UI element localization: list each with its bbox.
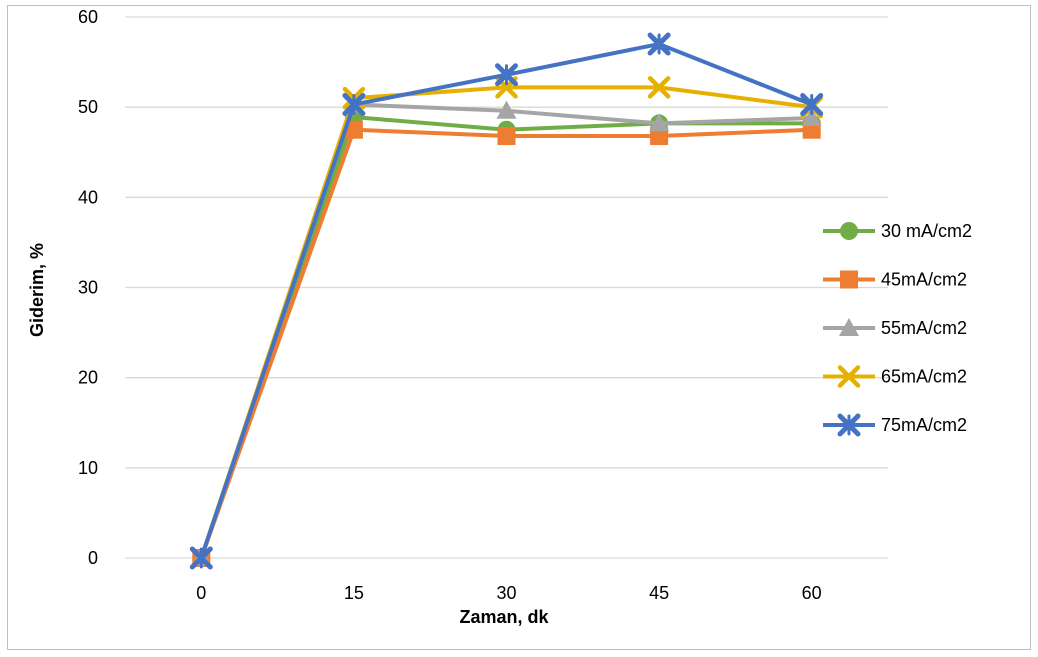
data-point — [189, 546, 213, 570]
legend-label: 55mA/cm2 — [881, 318, 967, 338]
data-point — [647, 76, 671, 99]
legend-entry: 45mA/cm2 — [823, 270, 967, 290]
series-5 — [189, 32, 824, 570]
data-point — [800, 92, 824, 116]
y-tick-label: 40 — [78, 187, 98, 207]
legend: 30 mA/cm2 45mA/cm2 55mA/cm2 65mA/cm2 75mA/cm… — [823, 221, 972, 437]
series-2 — [192, 120, 821, 567]
legend-label: 45mA/cm2 — [881, 270, 967, 290]
data-point — [839, 318, 859, 336]
legend-label: 65mA/cm2 — [881, 367, 967, 387]
y-tick-label: 60 — [78, 7, 98, 27]
data-point — [840, 270, 858, 289]
data-point — [342, 92, 366, 116]
series-3 — [191, 94, 822, 566]
y-tick-label: 10 — [78, 458, 98, 478]
series-line — [199, 127, 812, 559]
axes: 0 10 20 30 40 50 60 0 15 30 45 60 — [78, 7, 888, 603]
legend-entry: 30 mA/cm2 — [823, 221, 972, 241]
data-point — [497, 127, 516, 146]
data-point — [840, 222, 858, 240]
y-tick-label: 0 — [88, 548, 98, 568]
data-point — [837, 413, 861, 437]
series-line — [199, 85, 812, 559]
y-tick-label: 20 — [78, 368, 98, 388]
y-axis-title: Giderim, % — [27, 243, 47, 337]
x-tick-label: 30 — [496, 583, 516, 603]
data-point — [801, 107, 822, 126]
data-point — [647, 32, 671, 56]
legend-entry: 75mA/cm2 — [823, 413, 967, 437]
data-point — [496, 100, 517, 119]
y-tick-label: 50 — [78, 97, 98, 117]
data-point — [837, 365, 861, 388]
series-line — [199, 115, 812, 559]
y-tick-label: 30 — [78, 278, 98, 298]
legend-label: 75mA/cm2 — [881, 415, 967, 435]
data-point — [495, 63, 518, 87]
legend-entry: 65mA/cm2 — [823, 365, 967, 388]
x-tick-label: 45 — [649, 583, 669, 603]
series-1 — [192, 108, 821, 567]
x-tick-label: 60 — [802, 583, 822, 603]
legend-label: 30 mA/cm2 — [881, 221, 972, 241]
series-lines — [189, 32, 824, 570]
x-axis-title: Zaman, dk — [459, 607, 549, 627]
series-line — [199, 102, 812, 559]
x-tick-label: 15 — [344, 583, 364, 603]
data-point — [344, 120, 363, 139]
x-tick-label: 0 — [196, 583, 206, 603]
data-point — [650, 127, 669, 146]
data-point — [649, 113, 670, 132]
legend-entry: 55mA/cm2 — [823, 318, 967, 338]
